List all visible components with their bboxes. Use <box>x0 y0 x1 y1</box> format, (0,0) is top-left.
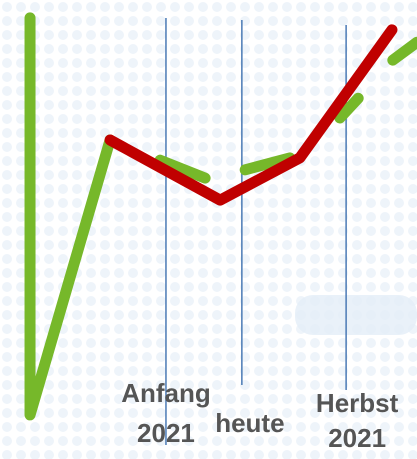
marker-label: 2021 <box>137 418 195 448</box>
data-line <box>24 12 116 421</box>
data-line <box>334 92 364 124</box>
marker-label: 2021 <box>328 423 386 453</box>
data-line <box>239 152 296 176</box>
marker-label: Herbst <box>316 388 399 418</box>
marker-label: heute <box>215 408 284 438</box>
data-line <box>154 154 211 184</box>
data-line <box>104 24 398 206</box>
data-line <box>387 36 417 66</box>
background-blob <box>295 295 417 335</box>
marker-label: Anfang <box>121 378 211 408</box>
